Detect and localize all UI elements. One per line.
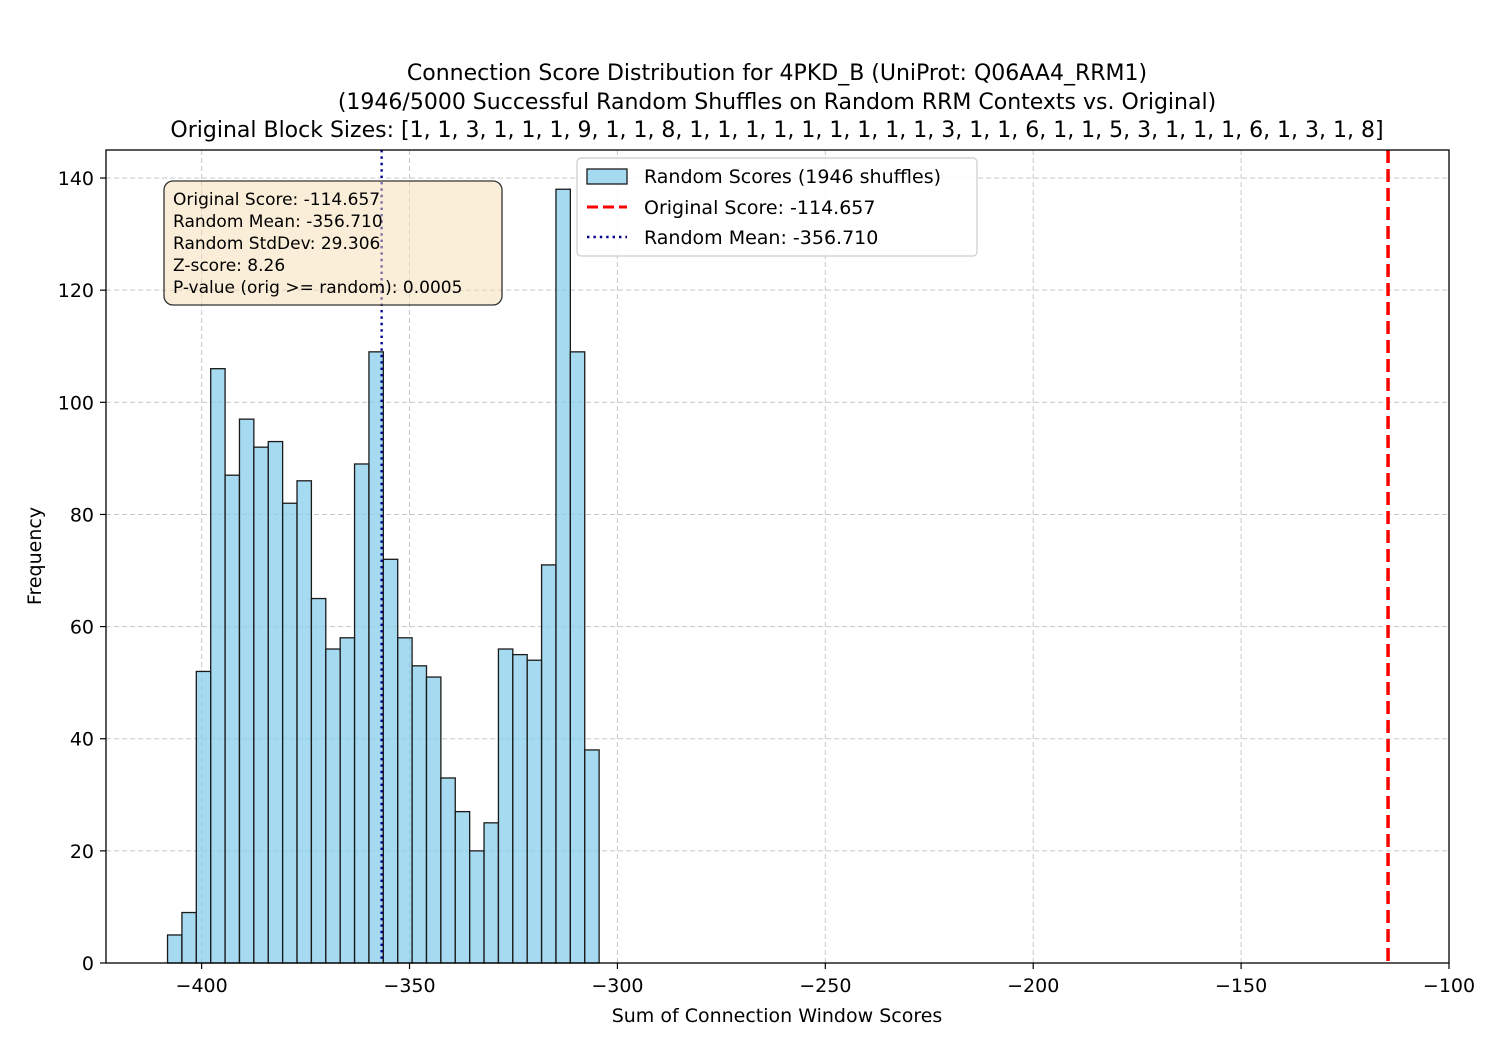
- histogram-bar: [267, 440, 284, 964]
- histogram-bar: [253, 446, 269, 964]
- title-line-3: Original Block Sizes: [1, 1, 3, 1, 1, 1,…: [170, 118, 1383, 143]
- title-line-1: Connection Score Distribution for 4PKD_B…: [407, 61, 1147, 86]
- histogram-bar: [382, 558, 399, 964]
- legend-swatch-hist: [586, 168, 628, 185]
- stats-line-stddev: Random StdDev: 29.306: [173, 234, 380, 254]
- y-tick-label: 100: [58, 392, 94, 414]
- y-tick-label: 120: [58, 280, 94, 302]
- histogram-bar: [181, 911, 197, 964]
- histogram-bar: [339, 637, 356, 964]
- stats-line-mean: Random Mean: -356.710: [173, 212, 383, 232]
- histogram-bar: [353, 463, 370, 964]
- histogram-bar: [555, 188, 572, 964]
- x-tick-label: −250: [799, 975, 851, 997]
- plot-frame: [105, 149, 1450, 964]
- y-tick-label: 40: [70, 729, 94, 751]
- x-axis-label: Sum of Connection Window Scores: [612, 1005, 943, 1027]
- histogram-bar: [540, 564, 557, 964]
- legend: Random Scores (1946 shuffles) Original S…: [576, 157, 978, 257]
- x-axis-ticks: −400 −350 −300 −250 −200 −150 −100: [176, 963, 1475, 997]
- legend-label-original: Original Score: -114.657: [644, 197, 875, 219]
- x-tick-label: −350: [383, 975, 435, 997]
- histogram-bar: [310, 597, 327, 964]
- histogram-bar: [411, 665, 428, 964]
- x-tick-label: −200: [1007, 975, 1059, 997]
- histogram-bar: [584, 749, 600, 964]
- y-tick-label: 20: [70, 841, 94, 863]
- chart-title: Connection Score Distribution for 4PKD_B…: [170, 61, 1383, 143]
- title-line-2: (1946/5000 Successful Random Shuffles on…: [338, 90, 1216, 115]
- histogram-bar: [512, 653, 528, 964]
- y-tick-label: 60: [70, 617, 94, 639]
- legend-frame: [576, 157, 978, 257]
- histogram-bar: [281, 502, 298, 964]
- histogram-bar: [454, 810, 471, 964]
- histogram-bar: [195, 670, 212, 964]
- x-tick-label: −400: [176, 975, 228, 997]
- histogram-bar: [497, 648, 514, 964]
- histogram-bar: [210, 368, 226, 964]
- histogram-bars: [166, 188, 600, 964]
- x-tick-label: −100: [1423, 975, 1475, 997]
- legend-label-hist: Random Scores (1946 shuffles): [644, 166, 941, 188]
- histogram-bar: [425, 676, 442, 964]
- histogram-bar: [397, 637, 413, 964]
- histogram-bar: [238, 418, 255, 964]
- stats-box: Original Score: -114.657 Random Mean: -3…: [163, 180, 503, 306]
- histogram-bar: [483, 822, 500, 964]
- stats-line-original: Original Score: -114.657: [173, 190, 380, 210]
- y-tick-label: 80: [70, 504, 94, 526]
- histogram-bar: [325, 648, 341, 964]
- y-tick-label: 0: [82, 953, 94, 975]
- stats-line-pvalue: P-value (orig >= random): 0.0005: [173, 278, 462, 298]
- x-tick-label: −300: [591, 975, 643, 997]
- histogram-bar: [296, 480, 313, 964]
- histogram-bar: [526, 659, 543, 964]
- histogram-bar: [440, 777, 456, 964]
- y-axis-ticks: 0 20 40 60 80 100 120 140: [58, 168, 106, 975]
- legend-label-mean: Random Mean: -356.710: [644, 227, 878, 249]
- y-tick-label: 140: [58, 168, 94, 190]
- stats-line-zscore: Z-score: 8.26: [173, 256, 285, 276]
- histogram-bar: [468, 850, 485, 964]
- histogram-bar: [224, 474, 241, 964]
- histogram-bar: [569, 351, 586, 964]
- stats-box-background: [163, 180, 503, 306]
- histogram-bar: [166, 934, 183, 964]
- y-axis-label: Frequency: [24, 507, 46, 605]
- x-tick-label: −150: [1215, 975, 1267, 997]
